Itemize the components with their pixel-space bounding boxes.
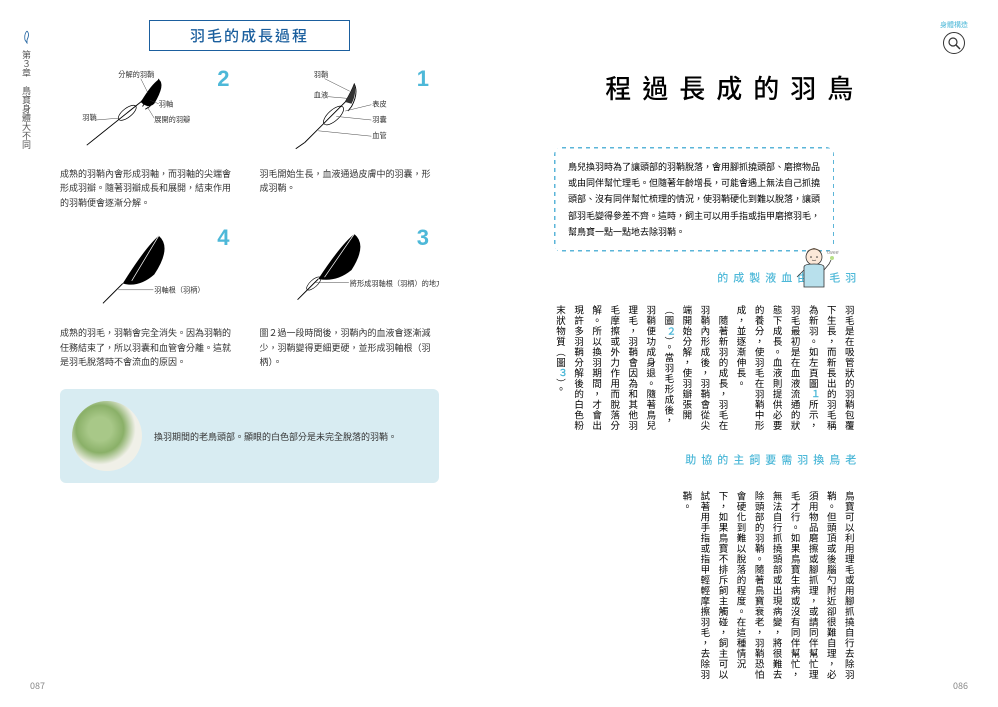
feather-icon [22, 30, 32, 48]
photo-caption: 換羽期間的老鳥頭部。顯眼的白色部分是未完全脫落的羽鞘。 [154, 429, 397, 444]
diagram-cell-1: 1 羽鞘 血液 表皮 羽囊 血管 羽毛開始生長，血液通過皮膚中的羽囊，形成羽鞘。 [260, 66, 440, 210]
body-text-2: 鳥寶可以利用理毛或用腳抓撓自行去除羽鞘。但頭頂或後腦勺附近卻很難自理，必須用物品… [547, 471, 859, 687]
diagram-caption: 羽毛開始生長，血液通過皮膚中的羽囊，形成羽鞘。 [260, 167, 440, 196]
feather-diagram-3: 將形成羽軸根（羽柄）的地方 [260, 225, 440, 315]
right-page: 身體構造 鳥羽的成長過程 鳥兒換羽時為了讓頭部的羽鞘脫落，會用腳抓撓頭部、磨擦物… [499, 0, 998, 707]
diagram-number: 4 [217, 225, 229, 251]
label: 血管 [372, 131, 386, 141]
label: 羽軸 [159, 100, 173, 110]
person-illustration: tweet [789, 242, 839, 302]
diagram-cell-2: 2 分解的羽鞘 羽軸 展開的羽瓣 羽鞘 成熟的羽鞘內會形成羽軸，而羽軸的尖端會形… [60, 66, 240, 210]
speech-bubble: 鳥兒換羽時為了讓頭部的羽鞘脫落，會用腳抓撓頭部、磨擦物品或由同伴幫忙理毛。但隨著… [554, 147, 834, 252]
diagram-grid: 2 分解的羽鞘 羽軸 展開的羽瓣 羽鞘 成熟的羽鞘內會形成羽軸，而羽軸的尖端會形… [30, 66, 469, 369]
label: 展開的羽瓣 [154, 115, 190, 125]
magnifier-icon [943, 32, 965, 54]
feather-diagram-4: 羽軸根（羽柄） [60, 225, 240, 315]
label: 羽軸根（羽柄） [154, 286, 204, 296]
diagram-number: 3 [417, 225, 429, 251]
label: 血液 [313, 91, 327, 101]
chapter-label: 第３章 鳥寶身體大不同 [20, 50, 33, 149]
body-text-1: 羽毛是在吸管狀的羽鞘包覆下生長，而新長出的羽毛稱為新羽。如左頁圖１所示，羽毛最初… [552, 285, 859, 434]
page-number: 087 [30, 679, 45, 692]
diagram-cell-4: 4 羽軸根（羽柄） 成熟的羽毛，羽鞘會完全消失。因為羽鞘的任務結束了，所以羽囊和… [60, 225, 240, 369]
label: 分解的羽鞘 [118, 70, 154, 80]
label: 將形成羽軸根（羽柄）的地方 [349, 279, 439, 289]
tweet-label: tweet [827, 249, 839, 256]
corner-tag: 身體構造 [940, 20, 968, 55]
main-title: 鳥羽的成長過程 [544, 20, 859, 109]
diagram-caption: 圖２過一段時間後，羽鞘內的血液會逐漸減少，羽鞘變得更細更硬，並形成羽軸根（羽柄）… [260, 326, 440, 369]
label: 表皮 [372, 100, 386, 110]
feather-diagram-1: 羽鞘 血液 表皮 羽囊 血管 [260, 66, 440, 156]
label: 羽鞘 [82, 113, 96, 123]
section-title: 羽毛的成長過程 [149, 20, 350, 51]
diagram-cell-3: 3 將形成羽軸根（羽柄）的地方 圖２過一段時間後，羽鞘內的血液會逐漸減少，羽鞘變… [260, 225, 440, 369]
label: 羽鞘 [313, 70, 327, 80]
diagram-caption: 成熟的羽毛，羽鞘會完全消失。因為羽鞘的任務結束了，所以羽囊和血管會分離。這就是羽… [60, 326, 240, 369]
feather-diagram-2: 分解的羽鞘 羽軸 展開的羽瓣 羽鞘 [60, 66, 240, 156]
bird-photo [72, 401, 142, 471]
corner-label: 身體構造 [940, 20, 968, 30]
right-content: 鳥羽的成長過程 鳥兒換羽時為了讓頭部的羽鞘脫落，會用腳抓撓頭部、磨擦物品或由同伴… [529, 20, 859, 687]
label: 羽囊 [372, 115, 386, 125]
subtitle-2: 老鳥換羽需要飼主的協助 [547, 434, 859, 470]
diagram-number: 2 [217, 66, 229, 92]
diagram-caption: 成熟的羽鞘內會形成羽軸，而羽軸的尖端會形成羽瓣。隨著羽瓣成長和展開，結束作用的羽… [60, 167, 240, 210]
page-number: 086 [953, 679, 968, 692]
diagram-number: 1 [417, 66, 429, 92]
left-page: 第３章 鳥寶身體大不同 羽毛的成長過程 2 分解的羽鞘 羽軸 展開的羽瓣 羽鞘 … [0, 0, 499, 707]
photo-callout: 換羽期間的老鳥頭部。顯眼的白色部分是未完全脫落的羽鞘。 [60, 389, 439, 483]
